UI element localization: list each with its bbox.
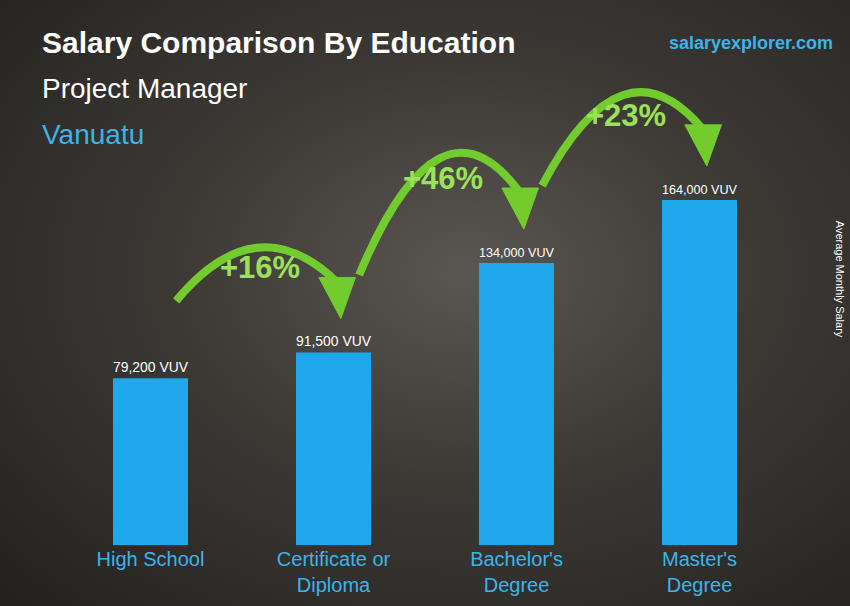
svg-text:79,200 VUV: 79,200 VUV bbox=[113, 359, 189, 375]
svg-text:Bachelor'sDegree: Bachelor'sDegree bbox=[470, 548, 563, 596]
svg-text:134,000 VUV: 134,000 VUV bbox=[479, 246, 555, 260]
svg-text:Salary Comparison By Education: Salary Comparison By Education bbox=[42, 26, 515, 59]
svg-text:91,500 VUV: 91,500 VUV bbox=[296, 333, 372, 349]
svg-text:Project Manager: Project Manager bbox=[42, 73, 247, 104]
svg-text:Master'sDegree: Master'sDegree bbox=[662, 548, 737, 596]
svg-text:+46%: +46% bbox=[403, 161, 483, 196]
svg-text:Vanuatu: Vanuatu bbox=[42, 119, 144, 150]
svg-text:Average Monthly Salary: Average Monthly Salary bbox=[834, 221, 846, 338]
svg-text:salaryexplorer.com: salaryexplorer.com bbox=[669, 33, 833, 53]
svg-text:164,000 VUV: 164,000 VUV bbox=[662, 183, 738, 197]
svg-text:+16%: +16% bbox=[220, 250, 300, 285]
svg-text:Certificate orDiploma: Certificate orDiploma bbox=[277, 548, 391, 596]
svg-text:High School: High School bbox=[97, 548, 205, 570]
svg-text:+23%: +23% bbox=[586, 98, 666, 133]
